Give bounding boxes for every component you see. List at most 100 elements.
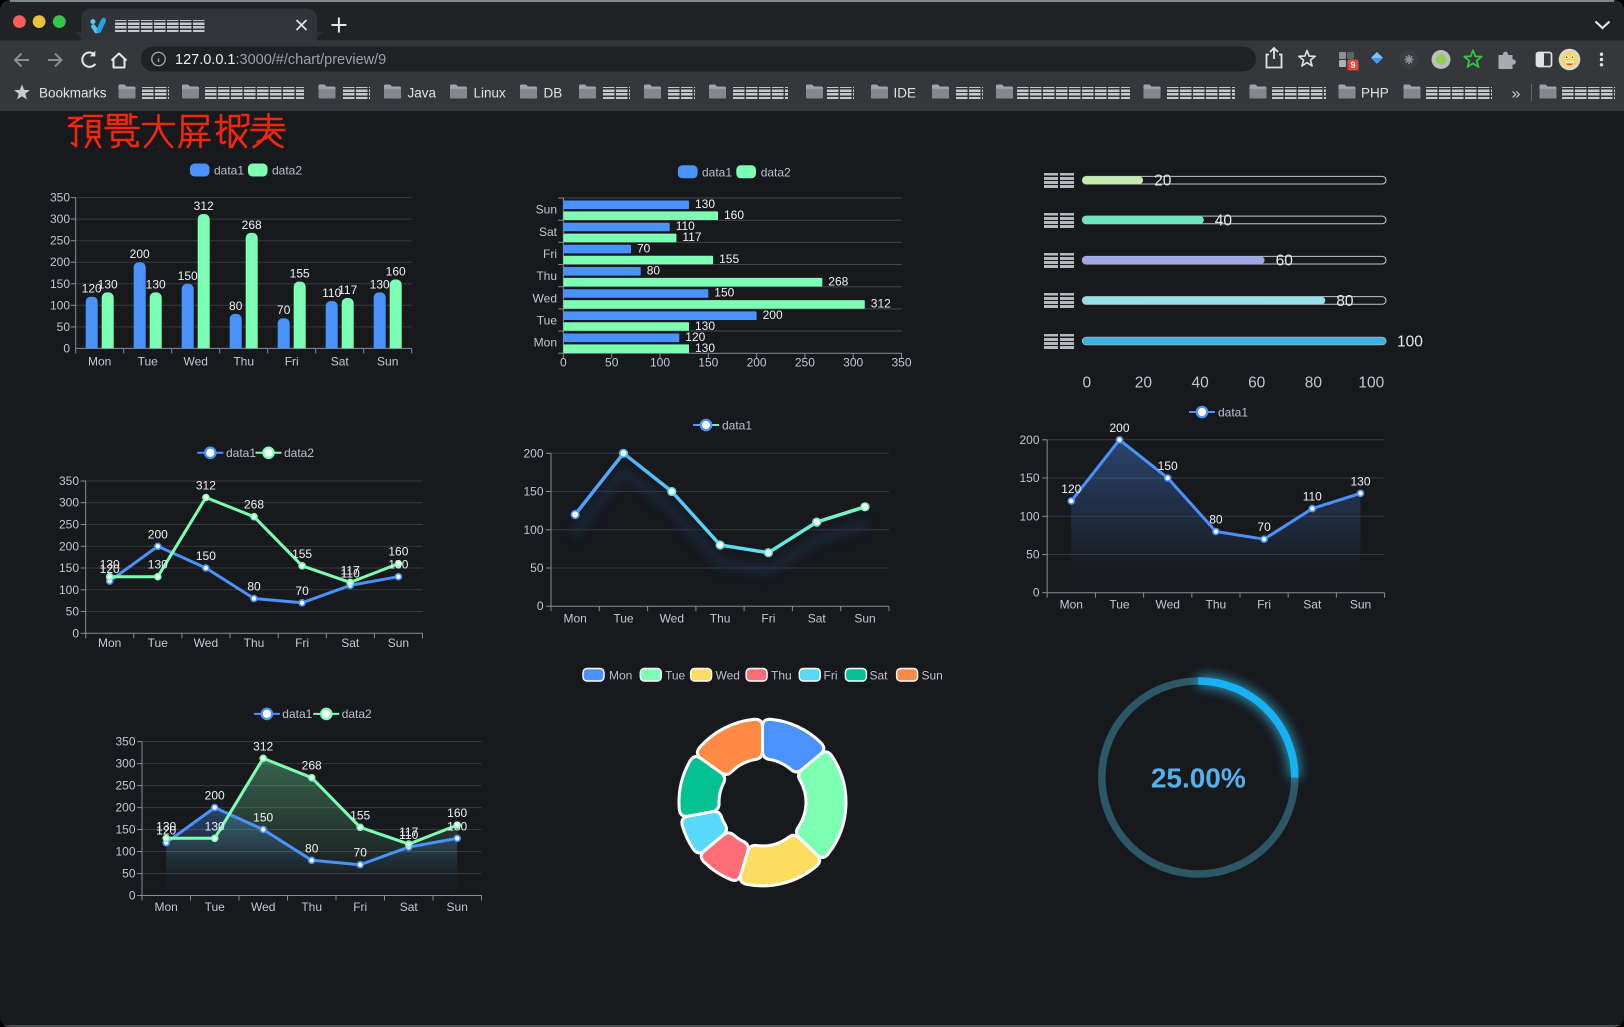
svg-text:350: 350	[59, 474, 79, 488]
svg-text:data2: data2	[272, 164, 302, 178]
svg-text:0: 0	[1082, 375, 1091, 392]
svg-text:200: 200	[1019, 433, 1039, 447]
svg-text:200: 200	[59, 539, 79, 553]
svg-text:Sat: Sat	[400, 900, 419, 914]
svg-text:100: 100	[650, 355, 670, 369]
svg-text:0: 0	[1033, 586, 1040, 600]
svg-text:110: 110	[676, 219, 695, 233]
svg-text:268: 268	[244, 498, 264, 512]
svg-text:50: 50	[530, 561, 544, 575]
svg-text:Sun: Sun	[377, 354, 398, 368]
svg-text:200: 200	[148, 527, 168, 541]
svg-text:300: 300	[59, 496, 79, 510]
svg-text:130: 130	[146, 277, 166, 291]
svg-text:Sun: Sun	[854, 611, 875, 625]
svg-text:312: 312	[871, 297, 891, 311]
svg-text:160: 160	[447, 806, 467, 820]
svg-text:110: 110	[322, 286, 341, 300]
svg-text:100: 100	[1019, 509, 1039, 523]
svg-text:268: 268	[242, 218, 262, 232]
svg-text:Tue: Tue	[1109, 598, 1130, 612]
svg-text:Tue: Tue	[537, 313, 558, 327]
svg-text:300: 300	[115, 757, 135, 771]
svg-text:data2: data2	[342, 707, 372, 721]
svg-text:20: 20	[1154, 173, 1172, 190]
svg-text:Thu: Thu	[1206, 598, 1227, 612]
svg-text:Sun: Sun	[388, 636, 409, 650]
svg-text:20: 20	[1135, 375, 1153, 392]
svg-text:Wed: Wed	[183, 354, 207, 368]
svg-text:Mon: Mon	[1060, 598, 1083, 612]
svg-text:80: 80	[1305, 375, 1323, 392]
svg-text:155: 155	[350, 808, 370, 822]
svg-text:120: 120	[685, 330, 705, 344]
svg-text:IDE: IDE	[894, 86, 917, 101]
svg-text:117: 117	[399, 825, 418, 839]
svg-text:150: 150	[714, 286, 734, 300]
svg-text:data1: data1	[214, 164, 244, 178]
svg-text:100: 100	[523, 523, 543, 537]
svg-text:200: 200	[763, 308, 783, 322]
svg-text:Mon: Mon	[534, 336, 557, 350]
svg-text:130: 130	[695, 341, 715, 355]
svg-text:Fri: Fri	[761, 611, 775, 625]
svg-text:130: 130	[1350, 474, 1370, 488]
svg-text:200: 200	[205, 789, 225, 803]
svg-text:data1: data1	[1218, 405, 1248, 419]
svg-text:Tue: Tue	[148, 636, 169, 650]
svg-text:data1: data1	[722, 418, 752, 432]
svg-text:100: 100	[1397, 334, 1423, 351]
svg-text:Tue: Tue	[665, 668, 686, 682]
svg-text:150: 150	[698, 355, 718, 369]
svg-text:200: 200	[115, 801, 135, 815]
svg-text:Linux: Linux	[474, 86, 507, 101]
svg-text:150: 150	[1158, 459, 1178, 473]
svg-text:150: 150	[196, 549, 216, 563]
svg-text:70: 70	[1257, 520, 1271, 534]
svg-text:70: 70	[277, 303, 291, 317]
svg-text:50: 50	[66, 605, 80, 619]
svg-text:100: 100	[1358, 375, 1384, 392]
svg-text:312: 312	[253, 739, 273, 753]
svg-text:160: 160	[724, 208, 744, 222]
svg-text:Fri: Fri	[285, 354, 299, 368]
svg-text:155: 155	[719, 252, 739, 266]
svg-text:data1: data1	[702, 165, 732, 179]
svg-text:50: 50	[1026, 548, 1040, 562]
svg-text:Thu: Thu	[710, 611, 731, 625]
svg-text:130: 130	[388, 558, 408, 572]
svg-text:data2: data2	[284, 446, 314, 460]
svg-text:0: 0	[63, 341, 70, 355]
svg-text:250: 250	[59, 518, 79, 532]
svg-text:Fri: Fri	[353, 900, 367, 914]
svg-text:Thu: Thu	[244, 636, 265, 650]
svg-text:Sun: Sun	[447, 900, 468, 914]
svg-text:Sat: Sat	[1303, 598, 1322, 612]
svg-text:300: 300	[843, 355, 863, 369]
svg-text:Fri: Fri	[295, 636, 309, 650]
svg-text:0: 0	[537, 599, 544, 613]
svg-text:PHP: PHP	[1361, 86, 1389, 101]
svg-text:Fri: Fri	[543, 247, 557, 261]
svg-text:Mon: Mon	[609, 668, 632, 682]
svg-text:80: 80	[1209, 513, 1223, 527]
svg-text:Thu: Thu	[536, 269, 557, 283]
svg-text:Fri: Fri	[824, 668, 838, 682]
svg-text:Fri: Fri	[1257, 598, 1271, 612]
svg-text:268: 268	[828, 274, 848, 288]
svg-text:350: 350	[115, 735, 135, 749]
svg-text:130: 130	[148, 558, 168, 572]
svg-text:Sun: Sun	[922, 668, 943, 682]
svg-text:200: 200	[130, 247, 150, 261]
svg-text:100: 100	[50, 298, 70, 312]
svg-text:130: 130	[156, 819, 176, 833]
svg-text:268: 268	[302, 759, 322, 773]
svg-text:0: 0	[129, 889, 136, 903]
svg-text:150: 150	[178, 269, 198, 283]
svg-text:data2: data2	[761, 165, 791, 179]
svg-text:Thu: Thu	[301, 900, 322, 914]
svg-text:25.00%: 25.00%	[1151, 763, 1246, 794]
svg-text:80: 80	[229, 299, 243, 313]
svg-text:110: 110	[1303, 490, 1322, 504]
svg-text:Sat: Sat	[331, 354, 350, 368]
